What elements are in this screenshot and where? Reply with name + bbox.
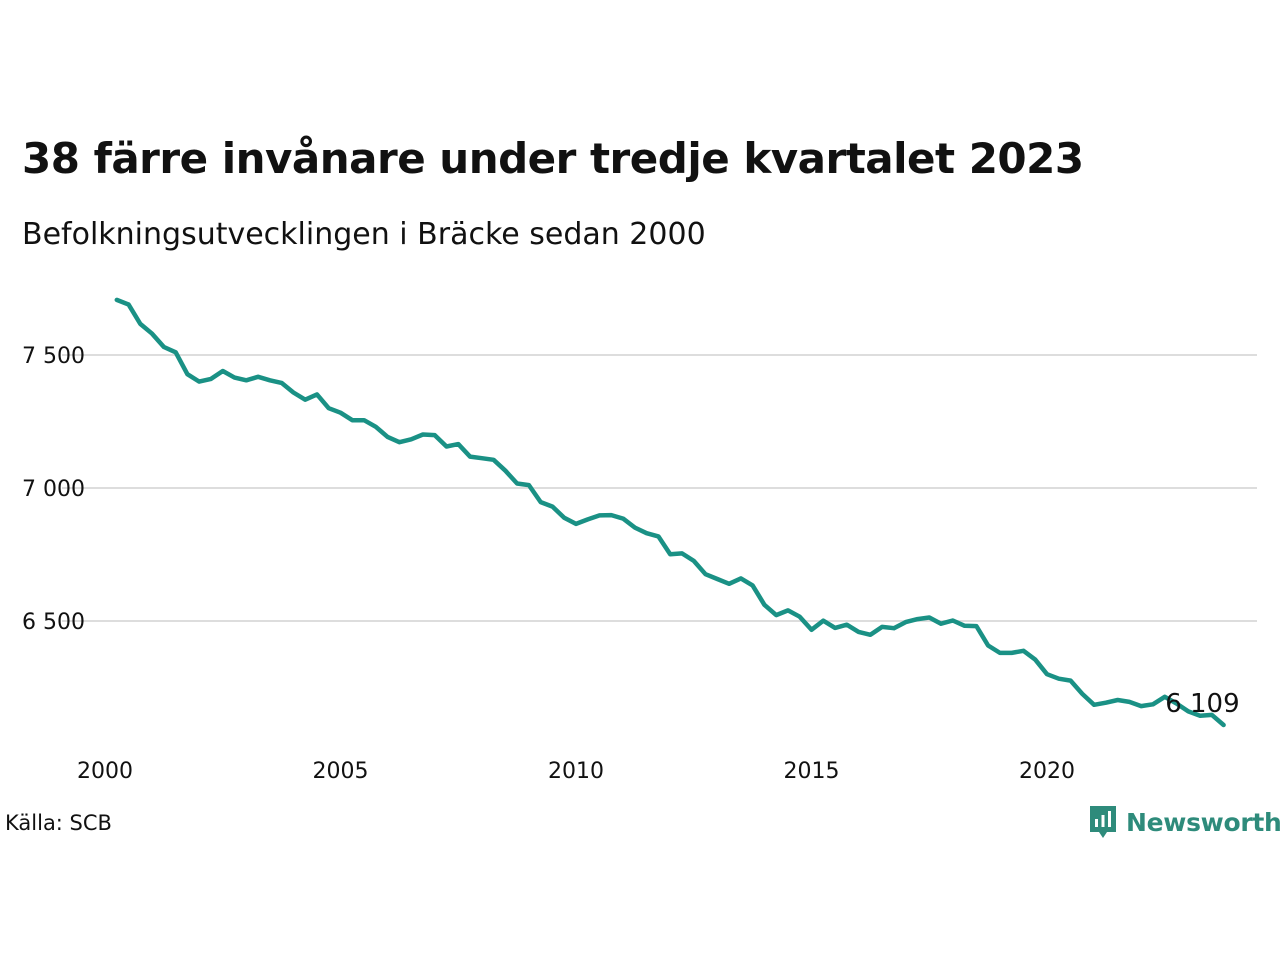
series-line	[114, 297, 1226, 728]
population-line-chart: 6 500 7 000 7 500 2000 2005 2010 2015 2020 6 1…	[22, 297, 1257, 784]
chart-subtitle: Befolkningsutvecklingen i Bräcke sedan 2…	[22, 217, 706, 252]
gridlines	[62, 354, 1257, 622]
x-axis-ticks: 2000 2005 2010 2015 2020	[77, 759, 1075, 784]
y-tick-label: 7 000	[22, 477, 85, 502]
brand-name: Newsworthy	[1126, 807, 1280, 837]
data-labels: 6 109	[1165, 689, 1239, 719]
newsworthy-logo: Newsworthy	[1088, 804, 1280, 840]
x-tick-label: 2015	[784, 759, 840, 784]
newsworthy-logo-icon	[1090, 806, 1116, 838]
source-note: Källa: SCB	[5, 811, 112, 835]
x-tick-label: 2020	[1019, 759, 1075, 784]
series-lines	[114, 297, 1226, 728]
end-value-label: 6 109	[1165, 689, 1239, 719]
x-tick-label: 2010	[548, 759, 604, 784]
x-tick-label: 2005	[313, 759, 369, 784]
y-tick-label: 6 500	[22, 610, 85, 635]
x-tick-label: 2000	[77, 759, 133, 784]
y-axis-ticks: 6 500 7 000 7 500	[22, 344, 85, 635]
y-tick-label: 7 500	[22, 344, 85, 369]
chart-title: 38 färre invånare under tredje kvartalet…	[22, 134, 1084, 183]
